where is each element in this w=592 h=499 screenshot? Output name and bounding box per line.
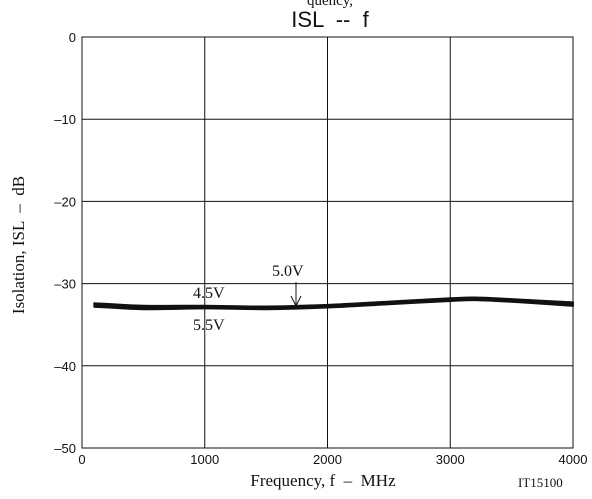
x-tick-label: 0 bbox=[78, 452, 85, 467]
series-lines bbox=[93, 296, 575, 311]
y-tick-label: –50 bbox=[54, 441, 76, 456]
plot-frame bbox=[81, 36, 574, 449]
x-tick-label: 2000 bbox=[313, 452, 342, 467]
x-axis-label: Frequency, f – MHz bbox=[250, 471, 396, 490]
y-tick-label: –20 bbox=[54, 194, 76, 209]
annotation-arrow bbox=[290, 282, 302, 308]
chart-title: ISL -- f bbox=[291, 7, 369, 32]
tick-labels: 0 1000 2000 3000 4000 0 –10 –20 –30 –40 –50 bbox=[54, 30, 587, 467]
annotation-5-5v: 5.5V bbox=[193, 317, 225, 334]
series-line-5-5v bbox=[93, 298, 575, 311]
annotation-4-5v: 4.5V bbox=[193, 285, 225, 302]
annotation-5-0v: 5.0V bbox=[272, 263, 304, 280]
grid bbox=[82, 37, 573, 448]
y-axis-label: Isolation, ISL – dB bbox=[9, 176, 28, 314]
x-tick-label: 4000 bbox=[559, 452, 588, 467]
y-tick-label: –10 bbox=[54, 112, 76, 127]
series-line-4-5v bbox=[93, 296, 575, 308]
figure-id: IT15100 bbox=[518, 475, 563, 490]
y-tick-label: 0 bbox=[69, 30, 76, 45]
y-tick-label: –40 bbox=[54, 359, 76, 374]
x-tick-label: 3000 bbox=[436, 452, 465, 467]
header-fragment: quency, bbox=[307, 0, 353, 9]
x-tick-label: 1000 bbox=[190, 452, 219, 467]
y-tick-label: –30 bbox=[54, 277, 76, 292]
